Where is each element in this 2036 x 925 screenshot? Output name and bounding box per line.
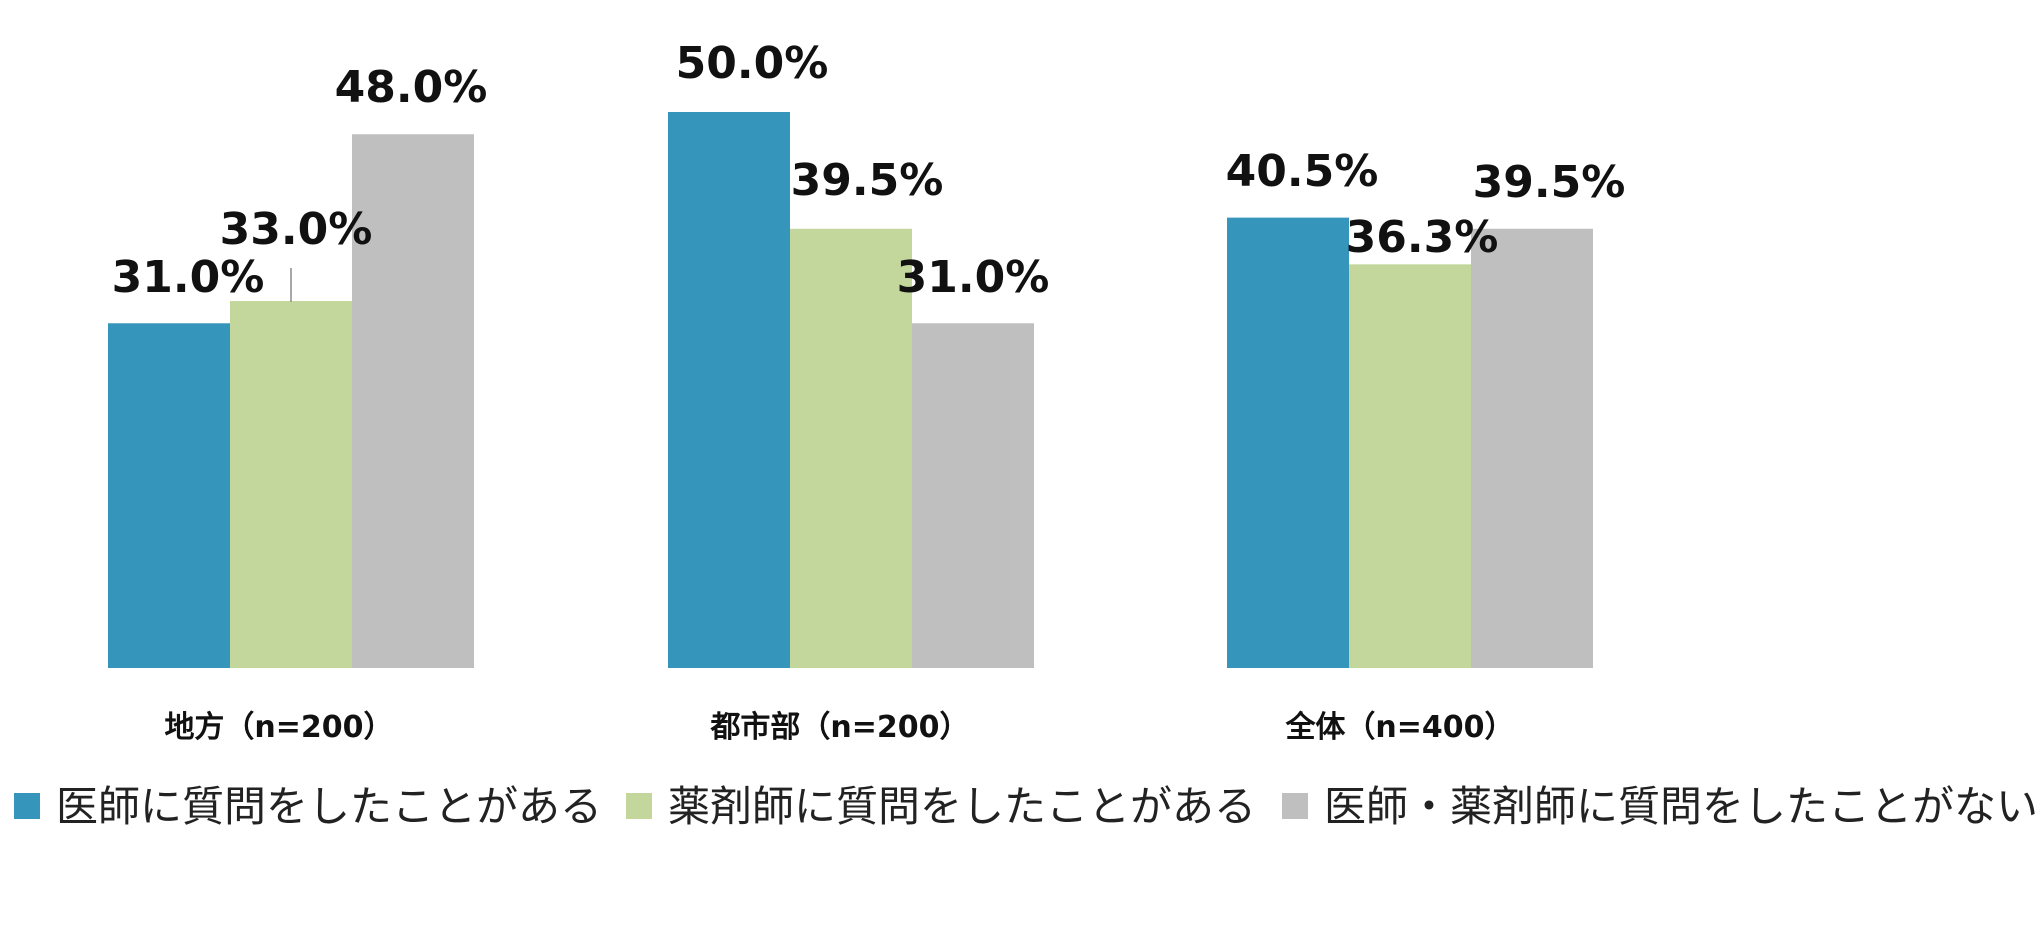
legend-label-3: 医師・薬剤師に質問をしたことがない (1324, 782, 2036, 831)
bars-layer (108, 112, 1593, 669)
legend: 医師に質問をしたことがある 薬剤師に質問をしたことがある 医師・薬剤師に質問をしたこ… (14, 782, 2036, 831)
value-labels-layer: 31.0%50.0%40.5%33.0%39.5%36.3%48.0%31.0%… (112, 38, 1626, 303)
bar-series3-cat3 (1471, 228, 1593, 668)
bar-series3-cat1 (352, 134, 474, 669)
legend-label-1: 医師に質問をしたことがある (56, 782, 602, 831)
data-label-series1-cat1: 31.0% (112, 252, 265, 303)
bar-series2-cat1 (230, 301, 352, 668)
category-label-3: 全体（n=400） (1284, 710, 1514, 745)
data-label-series1-cat2: 50.0% (676, 38, 829, 89)
bar-series2-cat3 (1349, 264, 1471, 668)
category-label-2: 都市部（n=200） (709, 710, 969, 745)
bar-series2-cat2 (790, 228, 912, 668)
legend-label-2: 薬剤師に質問をしたことがある (668, 782, 1256, 831)
legend-swatch-2 (626, 793, 652, 819)
data-label-series2-cat3: 36.3% (1346, 212, 1499, 263)
legend-swatch-1 (14, 793, 40, 819)
bar-series1-cat3 (1227, 217, 1349, 668)
data-label-series2-cat1: 33.0% (220, 204, 373, 255)
legend-swatch-3 (1282, 793, 1308, 819)
data-label-series3-cat3: 39.5% (1473, 157, 1626, 208)
bar-series3-cat2 (912, 323, 1034, 668)
category-labels-layer: 地方（n=200） 都市部（n=200） 全体（n=400） (164, 710, 1514, 745)
data-label-series3-cat2: 31.0% (897, 252, 1050, 303)
data-label-series1-cat3: 40.5% (1226, 146, 1379, 197)
bar-series1-cat2 (668, 112, 790, 668)
bar-series1-cat1 (108, 323, 230, 668)
data-label-series2-cat2: 39.5% (791, 155, 944, 206)
data-label-series3-cat1: 48.0% (335, 62, 488, 113)
category-label-1: 地方（n=200） (164, 710, 393, 745)
